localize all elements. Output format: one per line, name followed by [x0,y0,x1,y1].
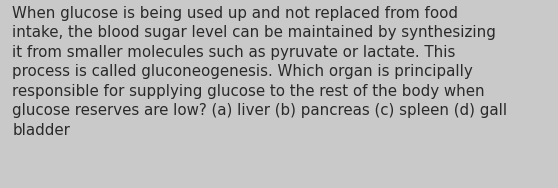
Text: When glucose is being used up and not replaced from food
intake, the blood sugar: When glucose is being used up and not re… [12,6,507,138]
